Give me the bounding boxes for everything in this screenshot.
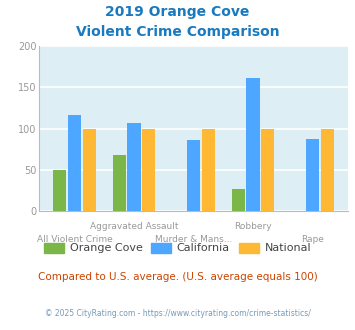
Text: Aggravated Assault: Aggravated Assault: [90, 222, 178, 231]
Text: © 2025 CityRating.com - https://www.cityrating.com/crime-statistics/: © 2025 CityRating.com - https://www.city…: [45, 309, 310, 317]
Bar: [113, 155, 126, 211]
Bar: [231, 189, 245, 211]
Bar: [142, 129, 155, 211]
Bar: [306, 139, 319, 211]
Bar: [127, 123, 141, 211]
Text: Rape: Rape: [301, 235, 324, 244]
Text: Violent Crime Comparison: Violent Crime Comparison: [76, 25, 279, 39]
Text: Murder & Mans...: Murder & Mans...: [155, 235, 232, 244]
Bar: [83, 129, 96, 211]
Legend: Orange Cove, California, National: Orange Cove, California, National: [39, 238, 316, 258]
Bar: [321, 129, 334, 211]
Text: Robbery: Robbery: [234, 222, 272, 231]
Text: 2019 Orange Cove: 2019 Orange Cove: [105, 5, 250, 19]
Text: All Violent Crime: All Violent Crime: [37, 235, 113, 244]
Bar: [53, 170, 66, 211]
Bar: [68, 115, 81, 211]
Bar: [246, 79, 260, 211]
Bar: [202, 129, 215, 211]
Bar: [261, 129, 274, 211]
Bar: [187, 140, 200, 211]
Text: Compared to U.S. average. (U.S. average equals 100): Compared to U.S. average. (U.S. average …: [38, 272, 317, 282]
